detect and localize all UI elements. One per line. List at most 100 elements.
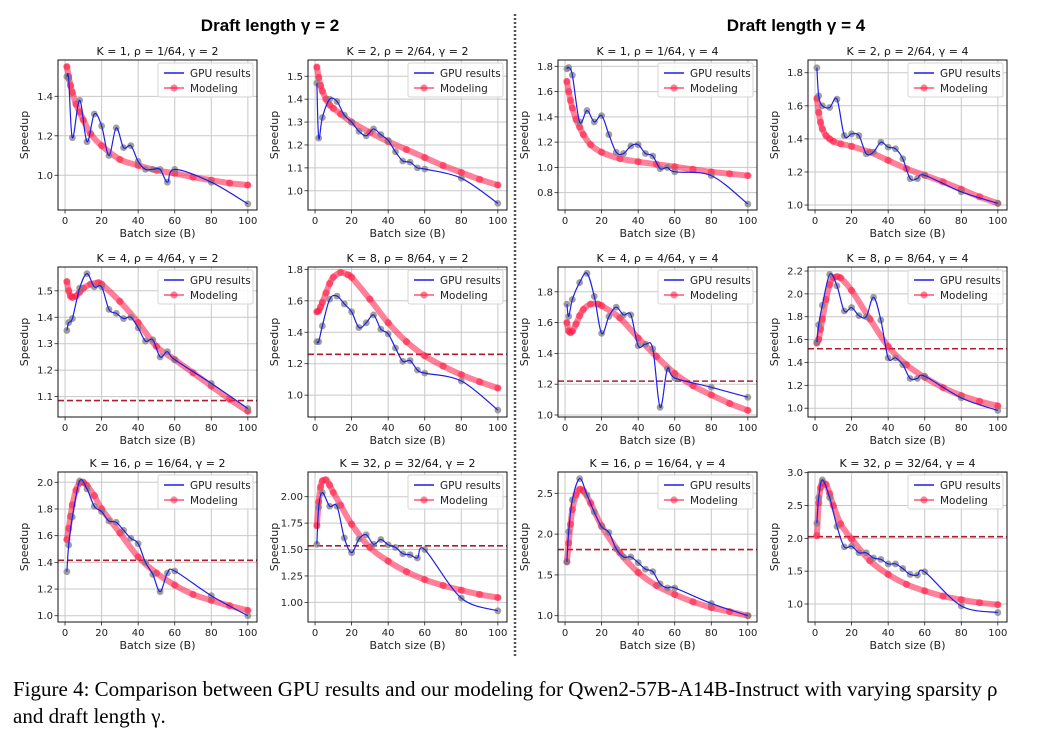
modeling-point bbox=[329, 488, 337, 497]
modeling-point bbox=[568, 506, 576, 514]
modeling-point bbox=[189, 590, 197, 598]
x-tick-label: 60 bbox=[418, 216, 431, 227]
gpu-results-line bbox=[66, 273, 249, 410]
plot-area bbox=[808, 271, 1007, 414]
modeling-point bbox=[921, 587, 929, 595]
modeling-point bbox=[116, 297, 124, 305]
modeling-point bbox=[848, 142, 856, 150]
modeling-point bbox=[348, 520, 356, 528]
plot-area bbox=[558, 475, 757, 620]
y-tick-label: 1.2 bbox=[287, 359, 303, 370]
plot-area bbox=[558, 269, 757, 414]
modeling-point bbox=[816, 118, 825, 126]
y-tick-label: 1.6 bbox=[787, 335, 803, 346]
legend-gpu-label: GPU results bbox=[190, 275, 251, 287]
legend-modeling-marker bbox=[670, 291, 678, 299]
y-tick-label: 1.6 bbox=[37, 531, 53, 542]
legend-gpu-label: GPU results bbox=[690, 480, 751, 492]
y-tick-label: 1.4 bbox=[787, 134, 803, 145]
y-axis-label: Speedup bbox=[268, 111, 281, 159]
modeling-point bbox=[66, 81, 75, 90]
y-tick-label: 1.2 bbox=[537, 138, 553, 149]
modeling-point bbox=[439, 581, 447, 590]
axes-frame bbox=[57, 266, 258, 418]
y-axis-label: Speedup bbox=[18, 318, 31, 366]
x-tick-label: 20 bbox=[845, 216, 858, 227]
x-tick-label: 0 bbox=[312, 423, 318, 434]
modeling-point bbox=[316, 483, 325, 491]
x-tick-label: 60 bbox=[168, 628, 181, 639]
modeling-point bbox=[421, 153, 429, 162]
modeling-point bbox=[315, 73, 323, 82]
x-tick-label: 100 bbox=[988, 423, 1007, 434]
subplot-title: K = 2, ρ = 2/64, γ = 4 bbox=[846, 45, 968, 58]
legend-gpu-label: GPU results bbox=[190, 68, 251, 80]
plot-area bbox=[58, 477, 257, 620]
modeling-point bbox=[402, 338, 411, 346]
x-tick-label: 20 bbox=[345, 216, 358, 227]
modeling-point bbox=[563, 318, 571, 327]
modeling-point bbox=[475, 590, 484, 599]
modeling-point bbox=[421, 352, 429, 360]
gpu-point bbox=[813, 64, 821, 72]
modeling-point bbox=[829, 137, 837, 145]
x-tick-label: 0 bbox=[562, 423, 568, 434]
legend-modeling-marker bbox=[670, 496, 678, 504]
x-axis-label: Batch size (B) bbox=[119, 434, 195, 447]
x-tick-label: 0 bbox=[562, 628, 568, 639]
legend-gpu-label: GPU results bbox=[440, 275, 501, 287]
gpu-point bbox=[244, 200, 252, 208]
subplot-title: K = 32, ρ = 32/64, γ = 2 bbox=[339, 457, 475, 470]
modeling-point bbox=[329, 273, 337, 281]
legend-modeling-marker bbox=[170, 496, 178, 504]
modeling-point bbox=[566, 520, 575, 528]
gpu-results-line bbox=[316, 83, 499, 204]
y-tick-label: 1.2 bbox=[787, 381, 803, 392]
y-axis-label: Speedup bbox=[18, 111, 31, 159]
legend-gpu-label: GPU results bbox=[440, 480, 501, 492]
modeling-point bbox=[957, 596, 965, 604]
gpu-point bbox=[563, 300, 571, 308]
x-tick-label: 40 bbox=[632, 216, 645, 227]
modeling-point bbox=[326, 279, 334, 288]
x-tick-label: 80 bbox=[955, 216, 968, 227]
subplot: 0 20 40 60 80 100 1.0 1.2 1.4 1.6 1.8 K = 2, ρ = 2/… bbox=[768, 45, 1008, 240]
modeling-point bbox=[313, 522, 321, 530]
subplot: 0 20 40 60 80 100 1.0 1.5 2.0 2.5 K = 16, ρ = 16/6… bbox=[518, 457, 758, 652]
x-tick-label: 40 bbox=[882, 423, 895, 434]
x-axis-label: Batch size (B) bbox=[369, 639, 445, 652]
modeling-point bbox=[689, 165, 697, 173]
y-tick-label: 1.0 bbox=[537, 163, 553, 174]
y-tick-label: 1.3 bbox=[37, 339, 53, 350]
y-tick-label: 1.25 bbox=[281, 571, 303, 582]
y-tick-label: 1.2 bbox=[537, 380, 553, 391]
legend-gpu-label: GPU results bbox=[190, 480, 251, 492]
y-axis-label: Speedup bbox=[768, 523, 781, 571]
modeling-point bbox=[975, 599, 984, 607]
y-axis-label: Speedup bbox=[768, 318, 781, 366]
y-tick-label: 1.5 bbox=[37, 286, 53, 297]
x-tick-label: 40 bbox=[132, 216, 145, 227]
x-tick-label: 80 bbox=[705, 423, 718, 434]
y-tick-label: 1.2 bbox=[37, 131, 53, 142]
x-tick-label: 0 bbox=[312, 216, 318, 227]
figure-caption: Figure 4: Comparison between GPU results… bbox=[13, 677, 998, 728]
legend-modeling-marker bbox=[920, 84, 928, 92]
legend-modeling-marker bbox=[920, 291, 928, 299]
modeling-point bbox=[579, 305, 587, 314]
axes-frame bbox=[57, 471, 258, 623]
modeling-point bbox=[439, 362, 447, 370]
x-tick-label: 100 bbox=[488, 628, 507, 639]
legend-gpu-label: GPU results bbox=[440, 68, 501, 80]
legend-modeling-label: Modeling bbox=[690, 495, 738, 507]
x-tick-label: 100 bbox=[238, 628, 257, 639]
modeling-point bbox=[565, 539, 573, 547]
modeling-point bbox=[671, 590, 679, 599]
x-tick-label: 0 bbox=[812, 423, 818, 434]
gpu-results-line bbox=[816, 67, 999, 204]
legend-gpu-label: GPU results bbox=[940, 68, 1001, 80]
modeling-point bbox=[707, 391, 715, 399]
x-tick-label: 100 bbox=[488, 423, 507, 434]
x-tick-label: 80 bbox=[205, 423, 218, 434]
modeling-point bbox=[563, 77, 571, 86]
